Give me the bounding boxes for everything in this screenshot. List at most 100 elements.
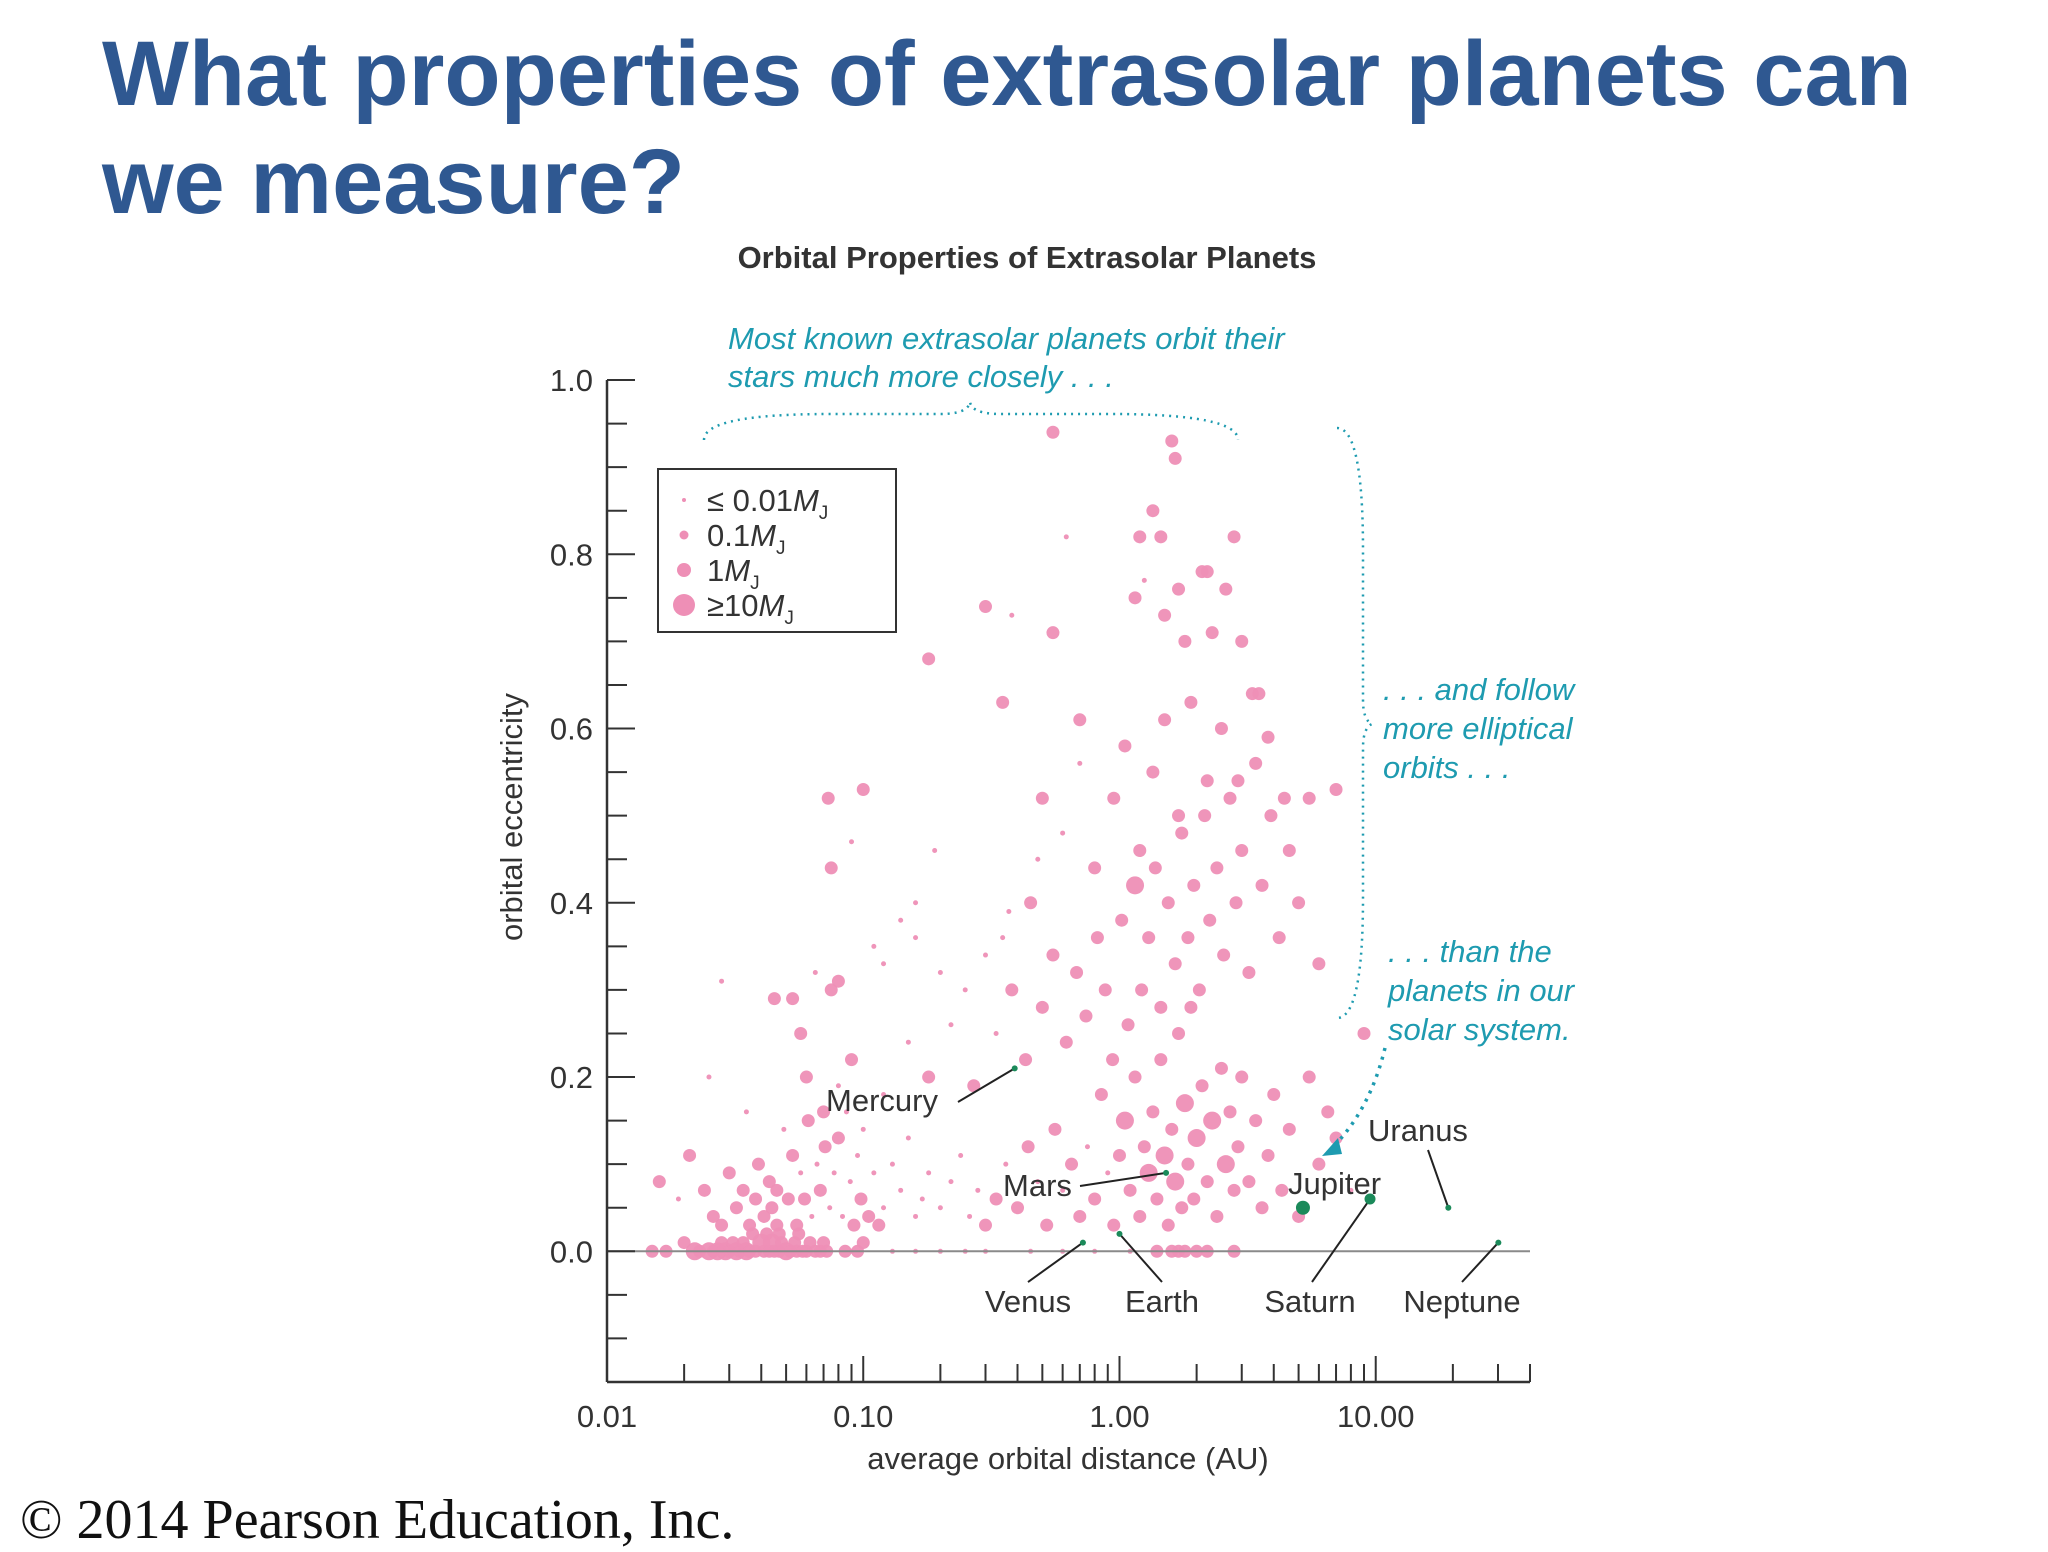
exoplanet-point bbox=[913, 1213, 919, 1219]
exoplanet-point bbox=[1133, 844, 1147, 858]
exoplanet-point bbox=[1006, 908, 1012, 914]
exoplanet-point bbox=[749, 1192, 763, 1206]
exoplanet-point bbox=[1321, 1105, 1335, 1119]
exoplanet-point bbox=[1216, 1155, 1235, 1174]
exoplanet-point bbox=[855, 1152, 861, 1158]
exoplanet-point bbox=[1203, 913, 1217, 927]
uranus-label: Uranus bbox=[1368, 1113, 1468, 1148]
exoplanet-point bbox=[1150, 1192, 1164, 1206]
exoplanet-point bbox=[706, 1074, 712, 1080]
pointer-arrowhead bbox=[1322, 1138, 1342, 1156]
exoplanet-point bbox=[743, 1218, 757, 1232]
y-tick-label: 0.4 bbox=[550, 886, 593, 921]
exoplanet-point bbox=[1146, 765, 1160, 779]
note-top-line1: Most known extrasolar planets orbit thei… bbox=[728, 321, 1286, 356]
exoplanet-point bbox=[1090, 931, 1104, 945]
exoplanet-point bbox=[1133, 1209, 1147, 1223]
exoplanet-point bbox=[1231, 774, 1245, 788]
top-brace bbox=[702, 401, 1240, 441]
exoplanet-point bbox=[975, 1187, 981, 1193]
exoplanet-point bbox=[1060, 1187, 1066, 1193]
exoplanet-point bbox=[948, 1179, 954, 1185]
exoplanet-point bbox=[881, 1205, 887, 1211]
exoplanet-point bbox=[1106, 1053, 1120, 1067]
uranus-leader-line bbox=[1427, 1149, 1450, 1209]
exoplanet-point bbox=[1137, 1140, 1151, 1154]
exoplanet-point bbox=[932, 848, 938, 854]
exoplanet-point bbox=[835, 1083, 841, 1089]
exoplanet-point bbox=[1035, 1000, 1049, 1014]
exoplanet-point bbox=[881, 1091, 887, 1097]
exoplanet-point bbox=[1172, 809, 1186, 823]
exoplanet-point bbox=[1187, 1129, 1206, 1148]
exoplanet-point bbox=[1172, 1026, 1186, 1040]
exoplanet-point bbox=[993, 1030, 999, 1036]
exoplanet-point bbox=[1261, 1148, 1275, 1162]
exoplanet-point bbox=[962, 987, 968, 993]
exoplanet-point bbox=[1312, 957, 1326, 971]
exoplanet-point bbox=[831, 974, 845, 988]
exoplanet-point bbox=[786, 992, 800, 1006]
venus-leader-line bbox=[1027, 1241, 1084, 1283]
exoplanet-point bbox=[913, 935, 919, 941]
jupiter-point bbox=[1295, 1200, 1310, 1215]
exoplanet-point bbox=[1205, 626, 1219, 640]
exoplanet-point bbox=[1126, 876, 1145, 895]
y-tick-label: 0.2 bbox=[550, 1060, 593, 1095]
exoplanet-point bbox=[872, 1218, 886, 1232]
exoplanet-point bbox=[1011, 1201, 1025, 1215]
exoplanet-point bbox=[1187, 1192, 1201, 1206]
exoplanet-point bbox=[1210, 1209, 1224, 1223]
exoplanet-point bbox=[1107, 1218, 1121, 1232]
exoplanet-point bbox=[926, 1170, 932, 1176]
neptune-point bbox=[1495, 1239, 1502, 1246]
exoplanet-point bbox=[675, 1196, 681, 1202]
exoplanet-point bbox=[801, 1114, 815, 1128]
exoplanet-point bbox=[847, 1218, 861, 1232]
exoplanet-point bbox=[1115, 1111, 1134, 1130]
note-right1-line3: orbits . . . bbox=[1383, 750, 1510, 785]
exoplanet-point bbox=[1046, 948, 1060, 962]
exoplanet-point bbox=[1195, 1079, 1209, 1093]
exoplanet-point bbox=[1200, 774, 1214, 788]
exoplanet-point bbox=[1158, 713, 1172, 727]
exoplanet-point bbox=[831, 1131, 845, 1145]
exoplanet-point bbox=[1165, 1122, 1179, 1136]
legend-marker bbox=[673, 594, 695, 616]
exoplanet-point bbox=[1187, 878, 1201, 892]
exoplanet-point bbox=[1118, 739, 1132, 753]
exoplanet-point bbox=[849, 839, 855, 845]
exoplanet-point bbox=[706, 1209, 720, 1223]
exoplanet-point bbox=[1235, 844, 1249, 858]
exoplanet-point bbox=[1154, 1000, 1168, 1014]
mars-point bbox=[1163, 1169, 1170, 1176]
exoplanet-point bbox=[1088, 1192, 1102, 1206]
exoplanet-point bbox=[715, 1218, 729, 1232]
exoplanet-point bbox=[1035, 1179, 1041, 1185]
exoplanet-point bbox=[1046, 425, 1060, 439]
exoplanet-point bbox=[1348, 1187, 1354, 1193]
exoplanet-point bbox=[1060, 830, 1066, 836]
exoplanet-point bbox=[817, 1105, 831, 1119]
annotations: Most known extrasolar planets orbit thei… bbox=[702, 321, 1577, 1156]
exoplanet-point bbox=[1172, 582, 1186, 596]
exoplanet-point bbox=[1161, 896, 1175, 910]
exoplanet-point bbox=[1329, 783, 1343, 797]
exoplanet-point bbox=[983, 952, 989, 958]
mercury-leader-line bbox=[957, 1067, 1016, 1103]
exoplanet-point bbox=[856, 783, 870, 797]
exoplanet-point bbox=[794, 1026, 808, 1040]
exoplanet-point bbox=[1302, 1070, 1316, 1084]
exoplanet-point bbox=[1175, 1094, 1194, 1113]
y-tick-label: 0.8 bbox=[550, 537, 593, 572]
mars-leader-line bbox=[1079, 1171, 1167, 1187]
exoplanet-point bbox=[818, 1140, 832, 1154]
exoplanet-point bbox=[1154, 530, 1168, 544]
y-tick-label: 1.0 bbox=[550, 363, 593, 398]
exoplanet-point bbox=[1040, 1218, 1054, 1232]
legend bbox=[657, 468, 897, 633]
exoplanet-point bbox=[1223, 791, 1237, 805]
exoplanet-point bbox=[1252, 687, 1266, 701]
saturn-point bbox=[1364, 1193, 1376, 1205]
exoplanet-point bbox=[1148, 861, 1162, 875]
